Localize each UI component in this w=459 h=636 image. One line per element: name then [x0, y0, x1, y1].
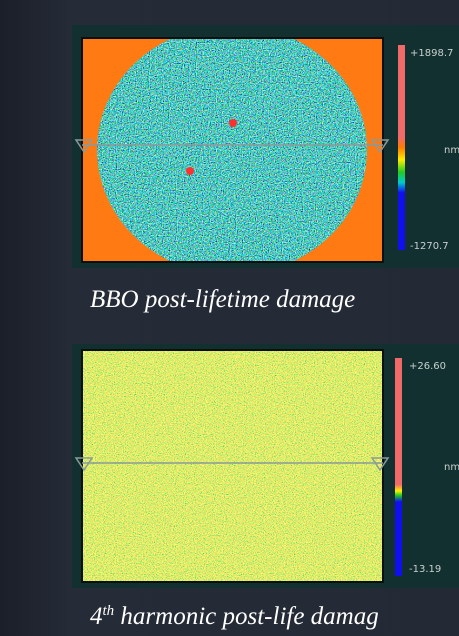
- colorbar-min: -13.19: [409, 564, 441, 575]
- colorbar-max: +1898.7: [410, 48, 453, 59]
- slide: {"panels": [ {"max_label": "+1898.7", "u…: [0, 0, 459, 636]
- colorbar-min: -1270.7: [410, 241, 449, 252]
- colorbar: [398, 45, 405, 250]
- slide-canvas: +1898.7 nm -1270.7 BBO post-lifetime dam…: [0, 0, 459, 636]
- colorbar-max: +26.60: [409, 361, 446, 372]
- caption-superscript: th: [103, 603, 115, 619]
- caption: BBO post-lifetime damage: [90, 286, 355, 313]
- surface-map: [82, 25, 383, 275]
- caption-text: harmonic post-life damag: [114, 603, 379, 630]
- colorbar-unit: nm: [444, 462, 459, 473]
- surface-map: [82, 350, 383, 582]
- colorbar-unit: nm: [444, 145, 459, 156]
- colorbar: [395, 358, 402, 576]
- caption-number: 4: [90, 603, 103, 630]
- caption: 4th harmonic post-life damag: [90, 603, 379, 630]
